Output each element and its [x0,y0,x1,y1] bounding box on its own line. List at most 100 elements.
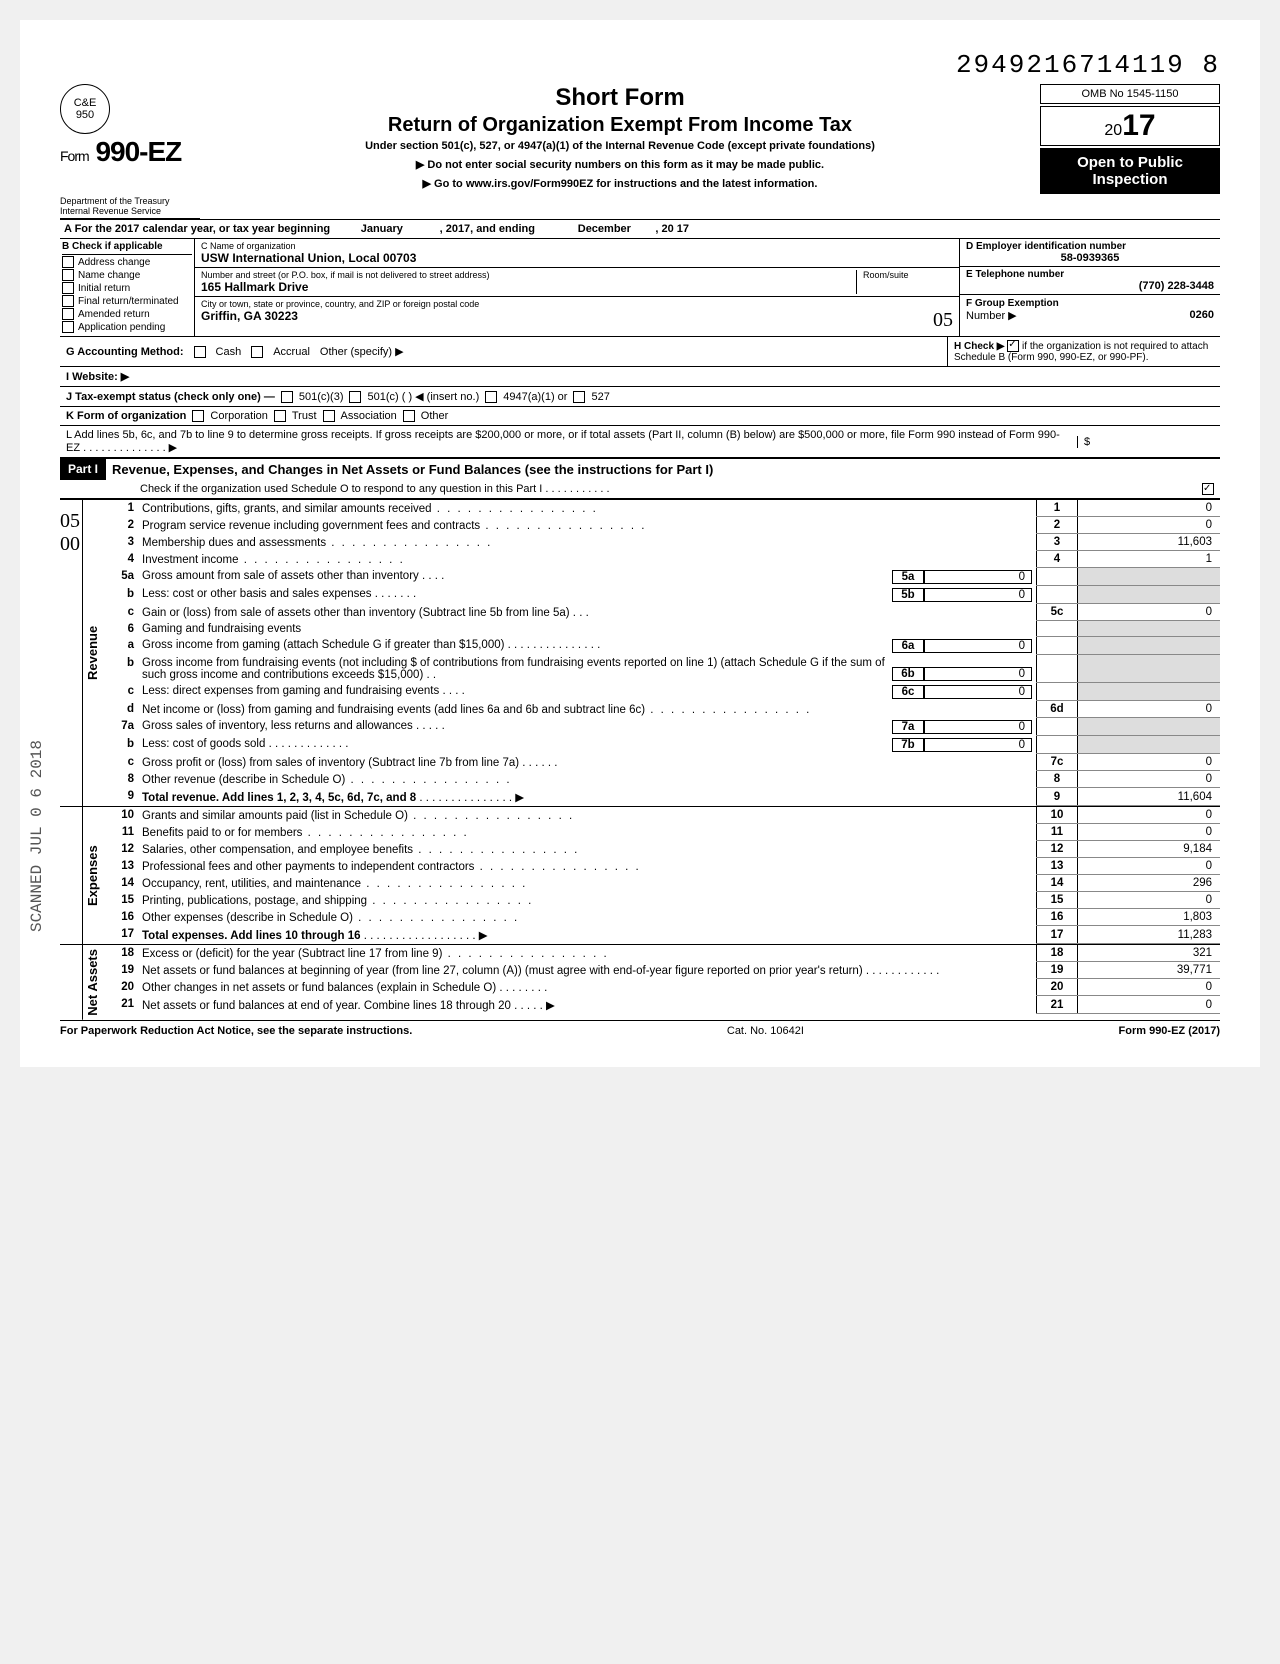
arrow-ssn: ▶ Do not enter social security numbers o… [210,158,1030,171]
footer: For Paperwork Reduction Act Notice, see … [60,1020,1220,1037]
col-c: C Name of organization USW International… [195,239,960,336]
footer-mid: Cat. No. 10642I [727,1025,804,1037]
chk-accrual[interactable] [251,346,263,358]
city: Griffin, GA 30223 [201,309,298,332]
info-grid: B Check if applicable Address change Nam… [60,239,1220,337]
chk-pending[interactable]: Application pending [62,321,192,333]
chk-501c[interactable] [349,391,361,403]
line-6b: bGross income from fundraising events (n… [102,655,1220,683]
chk-initial[interactable]: Initial return [62,282,192,294]
line-12: 12Salaries, other compensation, and empl… [102,841,1220,858]
d-block: D Employer identification number 58-0939… [960,239,1220,267]
e-label: E Telephone number [966,269,1214,280]
line-19: 19Net assets or fund balances at beginni… [102,962,1220,979]
revenue-section: 05 00 Revenue 1Contributions, gifts, gra… [60,499,1220,806]
circle-top: C&E [74,97,97,109]
expenses-label: Expenses [82,807,102,944]
footer-left: For Paperwork Reduction Act Notice, see … [60,1025,412,1037]
form-circle: C&E 950 [60,84,110,134]
f-label2: Number ▶ [966,310,1017,322]
chk-trust[interactable] [274,410,286,422]
l-amount: $ [1077,436,1214,448]
line-10: 10Grants and similar amounts paid (list … [102,807,1220,824]
year-bold: 17 [1122,109,1155,142]
line-7c: cGross profit or (loss) from sales of in… [102,754,1220,771]
f-label: F Group Exemption [966,298,1059,309]
line-a-mid: , 2017, and ending [440,223,535,235]
row-l: L Add lines 5b, 6c, and 7b to line 9 to … [60,426,1220,458]
right-box: OMB No 1545-1150 2017 Open to Public Ins… [1040,84,1220,194]
line-a-endmonth: December [578,223,631,235]
chk-part1[interactable] [1202,483,1214,495]
line-17: 17Total expenses. Add lines 10 through 1… [102,926,1220,944]
k-label: K Form of organization [66,410,186,422]
c-city-row: City or town, state or province, country… [195,297,959,334]
chk-other[interactable] [403,410,415,422]
received-stamp: SCANNED JUL 0 6 2018 [28,740,46,932]
line-5c: cGain or (loss) from sale of assets othe… [102,604,1220,621]
line-a-end: , 20 17 [655,223,689,235]
line-a: A For the 2017 calendar year, or tax yea… [60,219,1220,239]
arrow-instructions: ▶ Go to www.irs.gov/Form990EZ for instru… [210,177,1030,190]
chk-amended[interactable]: Amended return [62,308,192,320]
part1-badge: Part I [60,459,106,480]
netassets-section: Net Assets 18Excess or (deficit) for the… [60,944,1220,1020]
line-7a: 7aGross sales of inventory, less returns… [102,718,1220,736]
chk-4947[interactable] [485,391,497,403]
city-label: City or town, state or province, country… [201,299,953,309]
line-7b: bLess: cost of goods sold . . . . . . . … [102,736,1220,754]
line-3: 3Membership dues and assessments311,603 [102,534,1220,551]
d-label: D Employer identification number [966,241,1214,252]
line-a-start: January [361,223,403,235]
line-5a: 5aGross amount from sale of assets other… [102,568,1220,586]
line-13: 13Professional fees and other payments t… [102,858,1220,875]
b-header: B Check if applicable [62,241,192,255]
chk-name[interactable]: Name change [62,269,192,281]
chk-corp[interactable] [192,410,204,422]
subtitle: Under section 501(c), 527, or 4947(a)(1)… [210,140,1030,152]
chk-501c3[interactable] [281,391,293,403]
title-block: Short Form Return of Organization Exempt… [200,84,1040,196]
footer-right: Form 990-EZ (2017) [1119,1025,1220,1037]
doc-locator-number: 2949216714119 8 [60,50,1220,80]
revenue-label: Revenue [82,500,102,806]
line-5b: bLess: cost or other basis and sales exp… [102,586,1220,604]
chk-527[interactable] [573,391,585,403]
header: C&E 950 Form 990-EZ Department of the Tr… [60,84,1220,219]
dept-1: Department of the Treasury [60,196,200,206]
h-text: H Check ▶ [954,341,1004,352]
hand-05: 05 [933,309,953,332]
hand-col: 05 00 [60,500,82,806]
col-d: D Employer identification number 58-0939… [960,239,1220,336]
row-j: J Tax-exempt status (check only one) — 5… [60,387,1220,407]
line-21: 21Net assets or fund balances at end of … [102,996,1220,1014]
line-15: 15Printing, publications, postage, and s… [102,892,1220,909]
chk-cash[interactable] [194,346,206,358]
dept-2: Internal Revenue Service [60,206,200,216]
g-label: G Accounting Method: [66,346,184,358]
room-label: Room/suite [863,270,953,280]
revenue-table: 1Contributions, gifts, grants, and simil… [102,500,1220,806]
form-badge: C&E 950 Form 990-EZ Department of the Tr… [60,84,200,219]
chk-address[interactable]: Address change [62,256,192,268]
expenses-section: Expenses 10Grants and similar amounts pa… [60,806,1220,944]
chk-assoc[interactable] [323,410,335,422]
title-short-form: Short Form [210,84,1030,112]
line-20: 20Other changes in net assets or fund ba… [102,979,1220,996]
line-16: 16Other expenses (describe in Schedule O… [102,909,1220,926]
row-i: I Website: ▶ [60,367,1220,387]
chk-h[interactable] [1007,340,1019,352]
line-2: 2Program service revenue including gover… [102,517,1220,534]
c-org: C Name of organization USW International… [195,239,959,268]
chk-final[interactable]: Final return/terminated [62,295,192,307]
omb-box: OMB No 1545-1150 [1040,84,1220,104]
line-6d: dNet income or (loss) from gaming and fu… [102,701,1220,718]
form-label: 990-EZ [95,136,181,167]
open-public: Open to Public Inspection [1040,148,1220,194]
circle-num: 950 [76,109,94,121]
row-g-h: G Accounting Method: Cash Accrual Other … [60,337,1220,367]
h-block: H Check ▶ if the organization is not req… [948,337,1220,366]
title-return: Return of Organization Exempt From Incom… [210,114,1030,137]
org-name: USW International Union, Local 00703 [201,251,953,265]
expenses-table: 10Grants and similar amounts paid (list … [102,807,1220,944]
